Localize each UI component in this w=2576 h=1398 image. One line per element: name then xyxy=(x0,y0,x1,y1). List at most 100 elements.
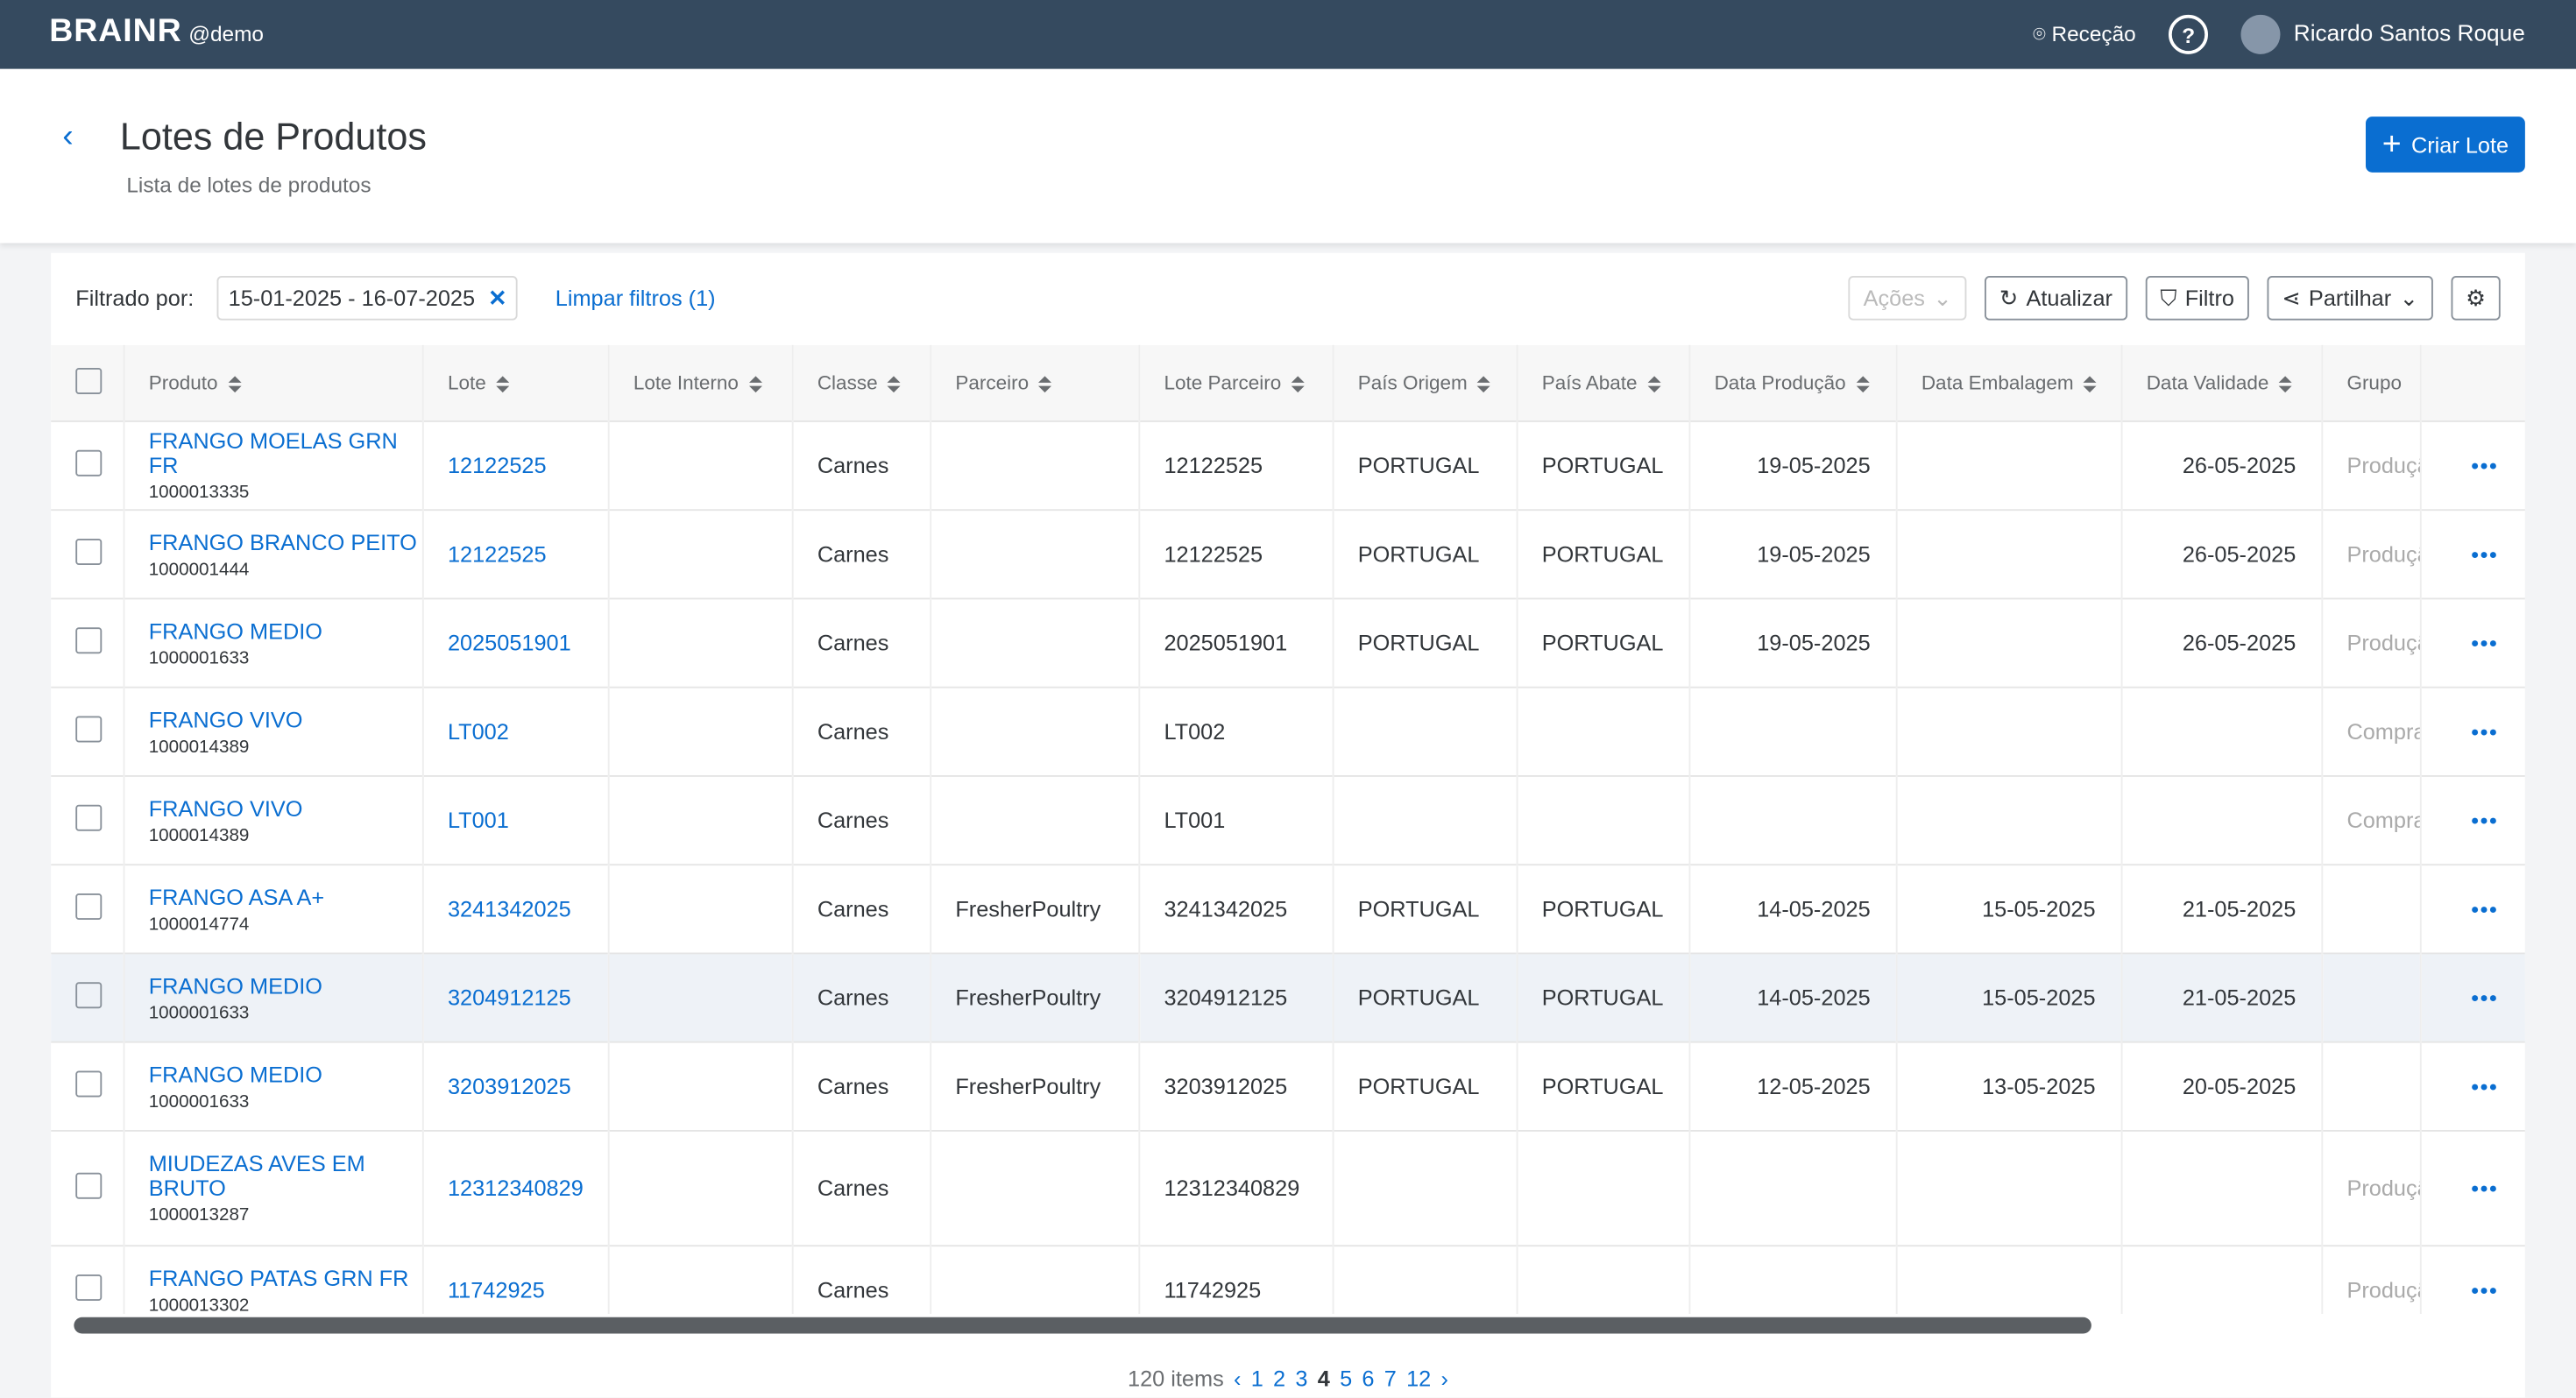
filter-button[interactable]: ⛉ Filtro xyxy=(2145,276,2249,321)
checkbox[interactable] xyxy=(75,716,103,743)
help-icon[interactable]: ? xyxy=(2169,14,2209,54)
user[interactable]: Ricardo Santos Roque xyxy=(2240,14,2525,54)
lot-link[interactable]: 12122525 xyxy=(447,541,547,567)
checkbox[interactable] xyxy=(75,449,103,477)
cell xyxy=(1895,509,2122,599)
refresh-button[interactable]: ↻ Atualizar xyxy=(1985,276,2127,321)
checkbox[interactable] xyxy=(75,893,103,920)
chip-remove[interactable]: ✕ xyxy=(488,285,507,310)
checkbox[interactable] xyxy=(75,1070,103,1098)
product-link[interactable]: MIUDEZAS AVES EM BRUTO xyxy=(148,1151,365,1201)
lot-link[interactable]: 12312340829 xyxy=(447,1176,584,1201)
product-link[interactable]: FRANGO MEDIO xyxy=(148,972,322,999)
row-actions[interactable]: ••• xyxy=(2471,541,2499,567)
lot-link[interactable]: 3203912025 xyxy=(447,1074,571,1099)
header-cell[interactable]: Data Produção xyxy=(1688,344,1897,421)
cell xyxy=(1516,775,1690,865)
cell: FRANGO VIVO 1000014389 xyxy=(123,686,423,776)
row-actions[interactable]: ••• xyxy=(2471,631,2499,656)
table: Produto Lote Lote Interno Classe Parceiro Lot… xyxy=(51,344,2525,1314)
product-link[interactable]: FRANGO VIVO xyxy=(148,795,303,821)
product-link[interactable]: FRANGO PATAS GRN FR xyxy=(148,1266,409,1291)
page-number[interactable]: 12 xyxy=(1406,1366,1432,1392)
cell xyxy=(607,597,793,688)
header-cell[interactable]: Data Embalagem xyxy=(1895,344,2122,421)
product-code: 1000013335 xyxy=(148,483,250,503)
product-link[interactable]: FRANGO ASA A+ xyxy=(148,884,325,909)
header-cell[interactable]: Parceiro xyxy=(930,344,1140,421)
header-cell[interactable]: País Origem xyxy=(1332,344,1518,421)
header-cell[interactable]: Data Validade xyxy=(2120,344,2323,421)
row-actions[interactable]: ••• xyxy=(2471,1278,2499,1303)
page-number[interactable]: 6 xyxy=(1362,1366,1375,1392)
header-cell[interactable]: Produto xyxy=(123,344,423,421)
row-actions[interactable]: ••• xyxy=(2471,453,2499,478)
lot-link[interactable]: LT002 xyxy=(447,719,509,745)
checkbox[interactable] xyxy=(75,982,103,1009)
checkbox[interactable] xyxy=(75,539,103,565)
header-cell[interactable]: Classe xyxy=(791,344,931,421)
lot-link[interactable]: 3204912125 xyxy=(447,985,571,1011)
lot-link[interactable]: 12122525 xyxy=(447,453,547,478)
row-actions[interactable]: ••• xyxy=(2471,1074,2499,1099)
page-number[interactable]: 1 xyxy=(1250,1366,1263,1392)
share-button[interactable]: ⋖ Partilhar ⌄ xyxy=(2267,276,2433,321)
scrollbar[interactable] xyxy=(74,1317,2091,1334)
cell-text: Carnes xyxy=(817,896,889,921)
row-actions[interactable]: ••• xyxy=(2471,719,2499,745)
brand[interactable]: BRAINR @demo xyxy=(49,13,264,51)
back-button[interactable]: ‹ xyxy=(62,118,74,155)
checkbox[interactable] xyxy=(75,367,103,394)
product-link[interactable]: FRANGO BRANCO PEITO xyxy=(148,529,417,554)
row-actions[interactable]: ••• xyxy=(2471,896,2499,921)
checkbox[interactable] xyxy=(75,1274,103,1302)
column-label: Produto xyxy=(148,371,218,394)
header-cell[interactable]: País Abate xyxy=(1516,344,1690,421)
page-number[interactable]: 4 xyxy=(1317,1366,1330,1392)
product-link[interactable]: FRANGO MOELAS GRN FR xyxy=(148,428,398,478)
next-page[interactable]: › xyxy=(1440,1366,1448,1392)
row-actions[interactable]: ••• xyxy=(2471,808,2499,833)
clear-filters[interactable]: Limpar filtros (1) xyxy=(555,286,716,311)
checkbox[interactable] xyxy=(75,804,103,831)
page-number[interactable]: 7 xyxy=(1384,1366,1397,1392)
header-cell[interactable]: Lote Parceiro xyxy=(1138,344,1334,421)
cell: 19-05-2025 xyxy=(1688,420,1897,511)
cell: 12122525 xyxy=(421,420,609,511)
cell xyxy=(51,1041,124,1131)
lot-link[interactable]: LT001 xyxy=(447,808,509,833)
actions-button[interactable]: Ações ⌄ xyxy=(1848,276,1967,321)
cell: LT002 xyxy=(421,686,609,776)
cell-text: PORTUGAL xyxy=(1357,453,1480,478)
lot-link[interactable]: 3241342025 xyxy=(447,896,571,921)
header-cell[interactable]: Lote xyxy=(421,344,609,421)
page-number[interactable]: 3 xyxy=(1295,1366,1308,1392)
cell-text: Carnes xyxy=(817,808,889,833)
cell-text: 19-05-2025 xyxy=(1757,453,1871,478)
checkbox[interactable] xyxy=(75,627,103,654)
page-number[interactable]: 5 xyxy=(1340,1366,1353,1392)
header-cell[interactable]: Lote Interno xyxy=(607,344,793,421)
brand-name: BRAINR xyxy=(49,13,182,50)
row-actions[interactable]: ••• xyxy=(2471,985,2499,1011)
checkbox[interactable] xyxy=(75,1172,103,1199)
cell xyxy=(607,952,793,1042)
create-button[interactable]: + Criar Lote xyxy=(2366,116,2525,173)
cell-text: 21-05-2025 xyxy=(2182,896,2296,921)
header-cell xyxy=(2419,344,2525,421)
row-actions[interactable]: ••• xyxy=(2471,1176,2499,1201)
table-wrap: Produto Lote Lote Interno Classe Parceiro Lot… xyxy=(51,344,2525,1314)
cell-text: Produção xyxy=(2346,631,2418,656)
product-link[interactable]: FRANGO MEDIO xyxy=(148,618,322,644)
settings-button[interactable]: ⚙ xyxy=(2451,276,2501,321)
lot-link[interactable]: 2025051901 xyxy=(447,631,571,656)
filter-chip[interactable]: 15-01-2025 - 16-07-2025 ✕ xyxy=(216,276,519,321)
page-number[interactable]: 2 xyxy=(1273,1366,1286,1392)
prev-page[interactable]: ‹ xyxy=(1234,1366,1242,1392)
cell: ••• xyxy=(2419,1041,2525,1131)
product-link[interactable]: FRANGO VIVO xyxy=(148,707,303,732)
header-cell[interactable]: Grupo xyxy=(2321,344,2421,421)
location[interactable]: ⌾ Receção xyxy=(2033,21,2136,46)
product-link[interactable]: FRANGO MEDIO xyxy=(148,1062,322,1087)
lot-link[interactable]: 11742925 xyxy=(447,1278,545,1303)
